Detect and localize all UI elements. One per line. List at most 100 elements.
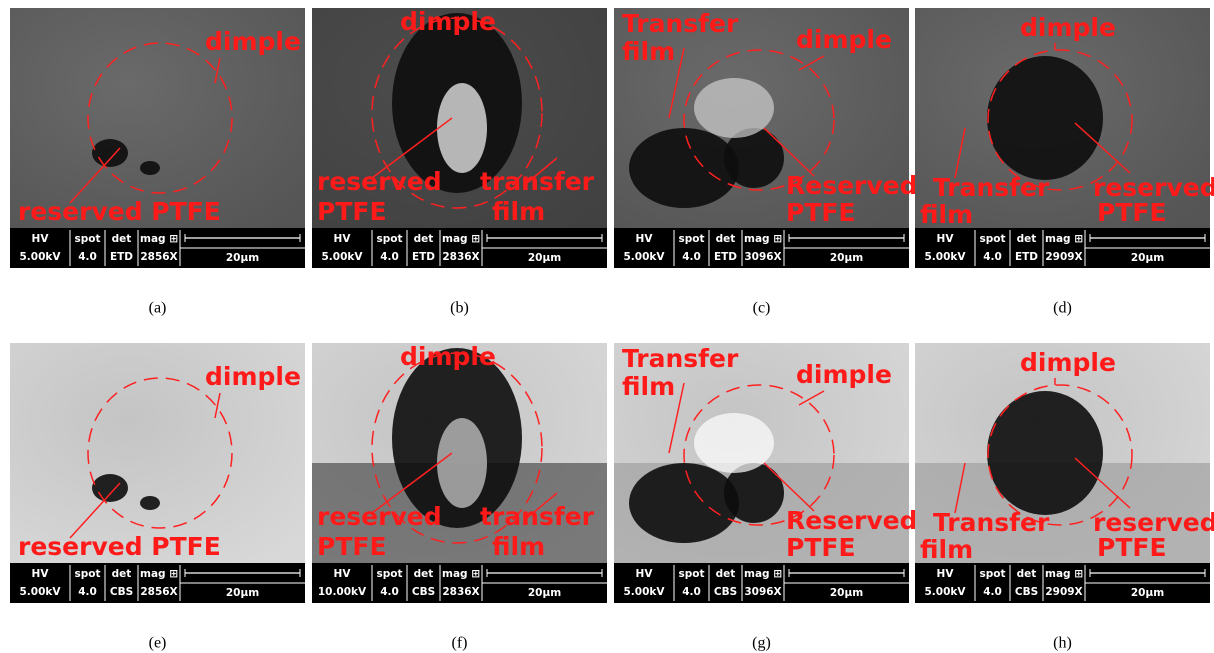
info-value: ETD <box>412 251 435 263</box>
scale-label: 20μm <box>1131 587 1164 599</box>
info-label: mag ⊞ <box>1045 233 1083 245</box>
panel-caption: (g) <box>752 635 771 652</box>
info-value: 4.0 <box>682 586 701 598</box>
annotation: film <box>920 535 973 564</box>
panel-caption: (h) <box>1053 635 1072 652</box>
annotation: dimple <box>400 342 496 371</box>
info-label: HV <box>636 568 654 580</box>
info-value: 4.0 <box>983 586 1002 598</box>
panel-caption: (d) <box>1053 300 1072 317</box>
annotation: film <box>492 532 545 561</box>
annotation: Reserved <box>786 171 918 200</box>
dark-blob <box>629 463 739 543</box>
panel-caption: (a) <box>149 300 167 317</box>
annotation: dimple <box>205 362 301 391</box>
panel-caption: (c) <box>753 300 771 317</box>
panel: dimplereserved PTFEHV5.00kVspot4.0detCBS… <box>10 343 305 603</box>
info-label: spot <box>377 233 403 245</box>
info-value: 5.00kV <box>924 251 966 263</box>
annotation: Reserved <box>786 506 918 535</box>
info-label: HV <box>636 233 654 245</box>
annotation: PTFE <box>1097 533 1167 562</box>
dark-blob <box>140 496 160 510</box>
annotation: transfer <box>480 502 595 531</box>
panel-caption: (b) <box>450 300 469 317</box>
panel: TransferfilmdimpleReservedPTFEHV5.00kVsp… <box>614 8 918 268</box>
info-value: 5.00kV <box>623 586 665 598</box>
info-label: det <box>414 233 434 245</box>
figure: dimple reserved PTFE HV 5.00kV spot 4.0 det ETD… <box>0 0 1214 653</box>
info-label: mag ⊞ <box>140 233 178 245</box>
info-value: 5.00kV <box>19 251 61 263</box>
panel: dimpleTransferfilmreservedPTFEHV5.00kVsp… <box>915 8 1214 268</box>
annotation: dimple <box>400 7 496 36</box>
info-label: det <box>716 233 736 245</box>
info-value: CBS <box>714 586 737 598</box>
info-value: 4.0 <box>682 251 701 263</box>
panel: dimplereservedPTFEtransferfilmHV10.00kVs… <box>312 342 607 603</box>
info-label: det <box>716 568 736 580</box>
annotation: transfer <box>480 167 595 196</box>
annotation: film <box>920 200 973 229</box>
info-label: mag ⊞ <box>442 233 480 245</box>
info-label: spot <box>75 233 101 245</box>
annotation: Transfer <box>933 173 1050 202</box>
dark-blob <box>92 139 128 167</box>
panel-caption: (e) <box>149 635 167 652</box>
info-value: 5.00kV <box>19 586 61 598</box>
info-label: HV <box>32 568 50 580</box>
info-label: HV <box>32 233 50 245</box>
dark-blob <box>629 128 739 208</box>
info-value: 4.0 <box>380 251 399 263</box>
info-label: spot <box>980 568 1006 580</box>
annotation: dimple <box>1020 13 1116 42</box>
scale-label: 20μm <box>830 587 863 599</box>
info-value: ETD <box>110 251 133 263</box>
info-value: CBS <box>110 586 133 598</box>
panel-caption: (f) <box>452 635 468 652</box>
scale-label: 20μm <box>226 252 259 264</box>
info-value: 3096X <box>744 251 781 263</box>
info-label: spot <box>679 233 705 245</box>
dark-blob <box>92 474 128 502</box>
info-label: spot <box>679 568 705 580</box>
panel: dimplereserved PTFEHV5.00kVspot4.0detETD… <box>10 8 305 268</box>
bright-region <box>694 78 774 138</box>
info-label: HV <box>334 568 352 580</box>
info-label: det <box>112 233 132 245</box>
info-label: det <box>112 568 132 580</box>
info-value: 4.0 <box>380 586 399 598</box>
info-value: 2836X <box>442 586 479 598</box>
bright-region <box>694 413 774 473</box>
annotation: film <box>622 372 675 401</box>
info-label: mag ⊞ <box>744 233 782 245</box>
scale-label: 20μm <box>830 252 863 264</box>
annotation: dimple <box>796 25 892 54</box>
bright-region <box>437 83 487 173</box>
annotation: film <box>622 37 675 66</box>
info-label: HV <box>334 233 352 245</box>
info-label: mag ⊞ <box>140 568 178 580</box>
info-value: CBS <box>412 586 435 598</box>
info-value: 4.0 <box>78 586 97 598</box>
info-value: CBS <box>1015 586 1038 598</box>
info-label: det <box>414 568 434 580</box>
info-label: spot <box>980 233 1006 245</box>
info-value: 2856X <box>140 251 177 263</box>
info-value: 2856X <box>140 586 177 598</box>
scale-label: 20μm <box>226 587 259 599</box>
info-value: 3096X <box>744 586 781 598</box>
annotation: PTFE <box>786 533 856 562</box>
info-value: 4.0 <box>78 251 97 263</box>
info-value: 10.00kV <box>318 586 367 598</box>
annotation: reserved <box>317 502 442 531</box>
info-value: 2836X <box>442 251 479 263</box>
panel: dimplereservedPTFEtransferfilmHV5.00kVsp… <box>312 7 607 268</box>
scale-label: 20μm <box>528 252 561 264</box>
annotation: reserved PTFE <box>18 197 221 226</box>
info-value: 2909X <box>1045 251 1082 263</box>
scale-label: 20μm <box>1131 252 1164 264</box>
info-value: 5.00kV <box>623 251 665 263</box>
info-label: HV <box>937 233 955 245</box>
